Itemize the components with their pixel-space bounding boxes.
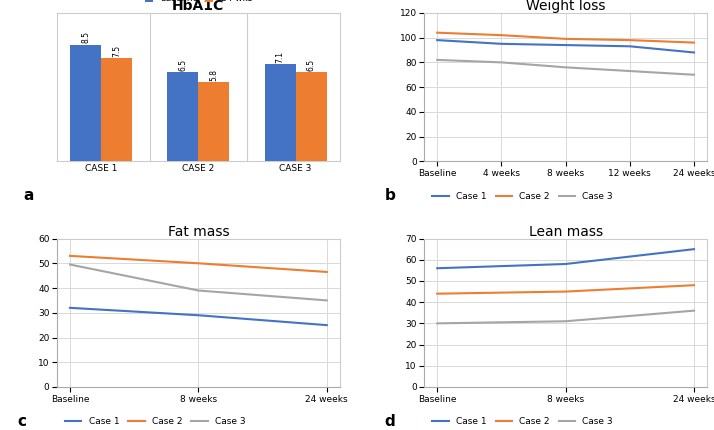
Case 3 bbox=[194, 288, 203, 293]
Text: 6.5: 6.5 bbox=[178, 59, 187, 71]
Text: a: a bbox=[24, 188, 34, 203]
Legend: Case 1, Case 2, Case 3: Case 1, Case 2, Case 3 bbox=[429, 188, 616, 204]
Case 1 bbox=[561, 261, 570, 267]
Bar bbox=[167, 72, 198, 161]
Title: Lean mass: Lean mass bbox=[528, 224, 603, 239]
Legend: Case 1, Case 2, Case 3: Case 1, Case 2, Case 3 bbox=[61, 414, 249, 430]
Case 3 bbox=[690, 308, 698, 313]
Bar bbox=[296, 72, 327, 161]
Title: Fat mass: Fat mass bbox=[168, 224, 229, 239]
Case 1 bbox=[690, 246, 698, 252]
Title: HbA1C: HbA1C bbox=[172, 0, 224, 13]
Case 3 bbox=[690, 72, 698, 77]
Case 1 bbox=[561, 43, 570, 48]
Text: 5.8: 5.8 bbox=[209, 68, 218, 80]
Case 3 bbox=[433, 321, 441, 326]
Line: Case 2: Case 2 bbox=[437, 33, 694, 43]
Line: Case 2: Case 2 bbox=[437, 285, 694, 294]
Text: c: c bbox=[18, 414, 26, 429]
Line: Case 1: Case 1 bbox=[437, 40, 694, 52]
Case 3 bbox=[625, 68, 634, 74]
Line: Case 3: Case 3 bbox=[437, 310, 694, 323]
Text: 8.5: 8.5 bbox=[81, 31, 90, 43]
Case 2 bbox=[690, 40, 698, 45]
Case 1 bbox=[66, 305, 74, 310]
Case 1 bbox=[625, 44, 634, 49]
Case 3 bbox=[497, 60, 506, 65]
Case 2 bbox=[194, 261, 203, 266]
Legend: baseline, 24 wks: baseline, 24 wks bbox=[141, 0, 256, 7]
Case 3 bbox=[323, 298, 331, 303]
Bar bbox=[101, 58, 132, 161]
Line: Case 3: Case 3 bbox=[437, 60, 694, 75]
Text: 7.5: 7.5 bbox=[112, 45, 121, 57]
Legend: Case 1, Case 2, Case 3: Case 1, Case 2, Case 3 bbox=[429, 414, 616, 430]
Line: Case 2: Case 2 bbox=[70, 256, 327, 272]
Line: Case 1: Case 1 bbox=[70, 308, 327, 325]
Case 1 bbox=[433, 37, 441, 43]
Case 1 bbox=[433, 266, 441, 271]
Case 1 bbox=[323, 322, 331, 328]
Case 3 bbox=[433, 57, 441, 62]
Bar bbox=[70, 45, 101, 161]
Case 1 bbox=[690, 50, 698, 55]
Case 3 bbox=[561, 65, 570, 70]
Case 2 bbox=[497, 33, 506, 38]
Case 1 bbox=[497, 41, 506, 46]
Case 3 bbox=[66, 262, 74, 267]
Case 2 bbox=[561, 289, 570, 294]
Case 2 bbox=[561, 36, 570, 41]
Case 2 bbox=[690, 283, 698, 288]
Case 2 bbox=[433, 291, 441, 296]
Bar bbox=[264, 64, 296, 161]
Case 2 bbox=[323, 269, 331, 274]
Case 3 bbox=[561, 319, 570, 324]
Text: 7.1: 7.1 bbox=[276, 51, 285, 63]
Case 2 bbox=[625, 37, 634, 43]
Text: b: b bbox=[385, 188, 396, 203]
Bar bbox=[198, 82, 229, 161]
Title: Weight loss: Weight loss bbox=[526, 0, 605, 13]
Case 2 bbox=[433, 30, 441, 35]
Line: Case 1: Case 1 bbox=[437, 249, 694, 268]
Text: 6.5: 6.5 bbox=[307, 59, 316, 71]
Line: Case 3: Case 3 bbox=[70, 264, 327, 301]
Text: d: d bbox=[385, 414, 396, 429]
Case 2 bbox=[66, 253, 74, 258]
Case 1 bbox=[194, 313, 203, 318]
